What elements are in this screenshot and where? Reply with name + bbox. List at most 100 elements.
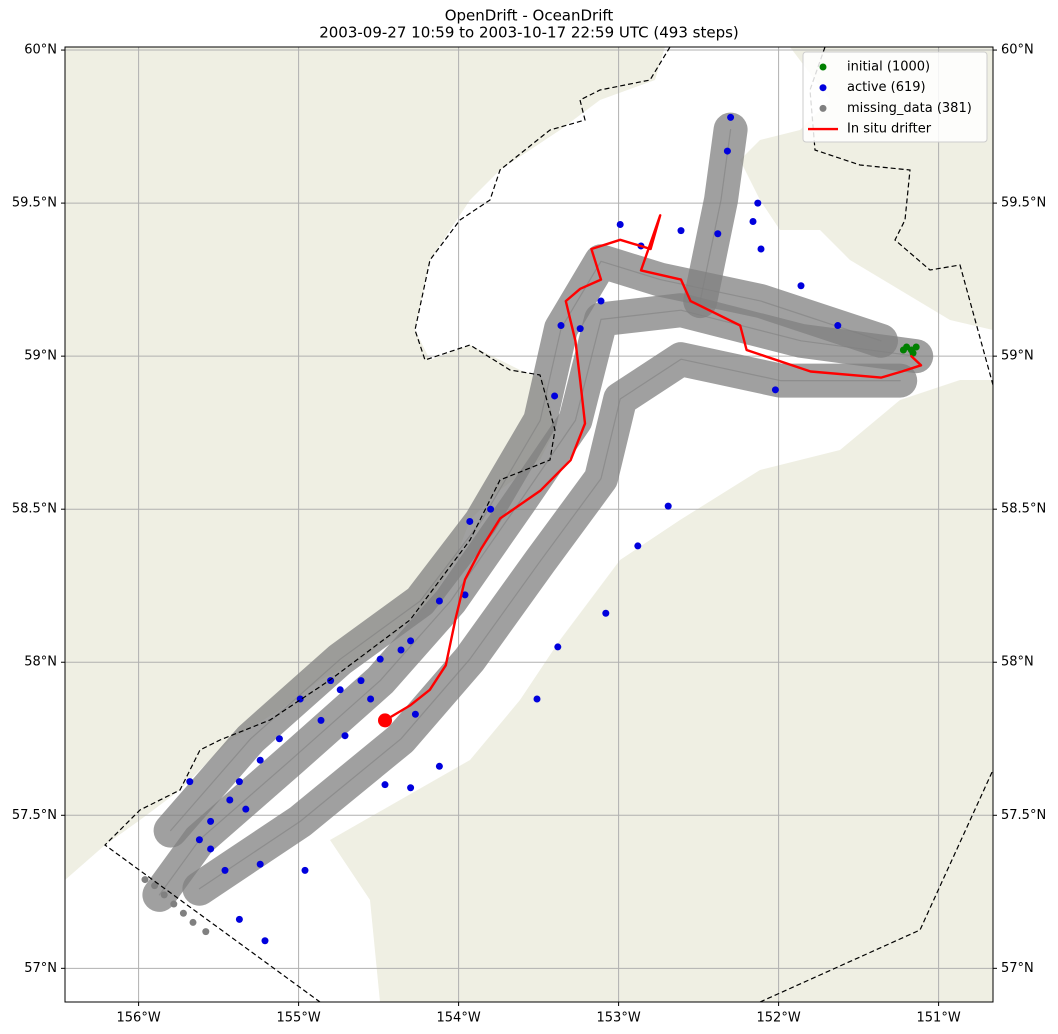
particle (221, 866, 229, 874)
particle (912, 343, 920, 351)
land (65, 47, 665, 880)
y-tick-label-right: 58°N (1001, 655, 1034, 670)
particle (235, 778, 243, 786)
legend-label: initial (1000) (847, 60, 930, 75)
x-tick-label: 152°W (757, 1011, 801, 1026)
drifter-start (378, 713, 392, 728)
y-tick-label-right: 57.5°N (1001, 808, 1046, 823)
y-tick-label-right: 57°N (1001, 961, 1034, 976)
legend-label: In situ drifter (847, 122, 932, 137)
particle (533, 695, 541, 703)
y-tick-label: 57.5°N (12, 808, 57, 823)
chart-title: OpenDrift - OceanDrift (445, 7, 614, 25)
y-tick-label: 59°N (24, 349, 57, 364)
series (141, 876, 210, 936)
particle (327, 677, 335, 685)
particle (899, 346, 907, 354)
particle (256, 756, 264, 764)
particle (749, 217, 757, 225)
particle (754, 199, 762, 207)
x-tick-label: 151°W (917, 1011, 961, 1026)
particle (616, 221, 624, 229)
particle (357, 677, 365, 685)
particle (557, 322, 565, 330)
legend-swatch (819, 104, 827, 112)
particle (727, 113, 735, 121)
particle (909, 349, 917, 357)
land (330, 380, 993, 1002)
particle (797, 282, 805, 290)
x-tick-label: 154°W (437, 1011, 481, 1026)
y-tick-label-right: 58.5°N (1001, 502, 1046, 517)
particle (207, 817, 215, 825)
particle (723, 147, 731, 155)
boundary (104, 47, 671, 1002)
particle (634, 542, 642, 550)
y-tick-label: 59.5°N (12, 196, 57, 211)
particle (336, 686, 344, 694)
particle (301, 866, 309, 874)
particle (189, 918, 197, 926)
particle (151, 882, 159, 890)
particle (664, 502, 672, 510)
particle (466, 517, 474, 525)
y-tick-label: 57°N (24, 961, 57, 976)
particle (411, 710, 419, 718)
particle (141, 876, 149, 884)
particle (771, 386, 779, 394)
particle (757, 245, 765, 253)
particle (341, 732, 349, 740)
particle (367, 695, 375, 703)
plot-frame (64, 46, 994, 1003)
particle (714, 230, 722, 238)
drifter-track (383, 214, 923, 722)
particle (551, 392, 559, 400)
particle (275, 735, 283, 743)
particle (195, 836, 203, 844)
particle (261, 937, 269, 945)
legend-label: active (619) (847, 80, 926, 95)
particle (170, 900, 178, 908)
particle (179, 909, 187, 917)
particle (256, 860, 264, 868)
particle (397, 646, 405, 654)
particle (376, 655, 384, 663)
particle (435, 597, 443, 605)
y-tick-label-right: 59.5°N (1001, 196, 1046, 211)
trajectory (158, 309, 917, 896)
map-area (65, 47, 993, 1002)
particle (160, 891, 168, 899)
y-tick-label: 58°N (24, 655, 57, 670)
particle (597, 297, 605, 305)
particle (242, 805, 250, 813)
data-layer (65, 47, 993, 1002)
particle (554, 643, 562, 651)
particle (202, 928, 210, 936)
legend-swatch (819, 84, 827, 92)
particle (317, 716, 325, 724)
chart-subtitle: 2003-09-27 10:59 to 2003-10-17 22:59 UTC… (319, 24, 739, 42)
particle (407, 784, 415, 792)
particle (677, 227, 685, 235)
y-tick-label-right: 60°N (1001, 43, 1034, 58)
particle (602, 609, 610, 617)
legend: initial (1000) active (619) missing_data (… (802, 51, 988, 143)
legend-swatch (819, 63, 827, 71)
legend-label: missing_data (381) (847, 101, 972, 116)
trajectory (198, 358, 901, 890)
particle (576, 325, 584, 333)
series (899, 343, 920, 357)
particle (487, 505, 495, 513)
x-tick-label: 156°W (117, 1011, 161, 1026)
y-tick-label: 60°N (24, 43, 57, 58)
particle (207, 845, 215, 853)
particle (186, 778, 194, 786)
y-tick-label-right: 59°N (1001, 349, 1034, 364)
series (378, 214, 923, 728)
particle (461, 591, 469, 599)
x-tick-label: 155°W (277, 1011, 321, 1026)
particle (834, 322, 842, 330)
legend-box (802, 51, 988, 143)
